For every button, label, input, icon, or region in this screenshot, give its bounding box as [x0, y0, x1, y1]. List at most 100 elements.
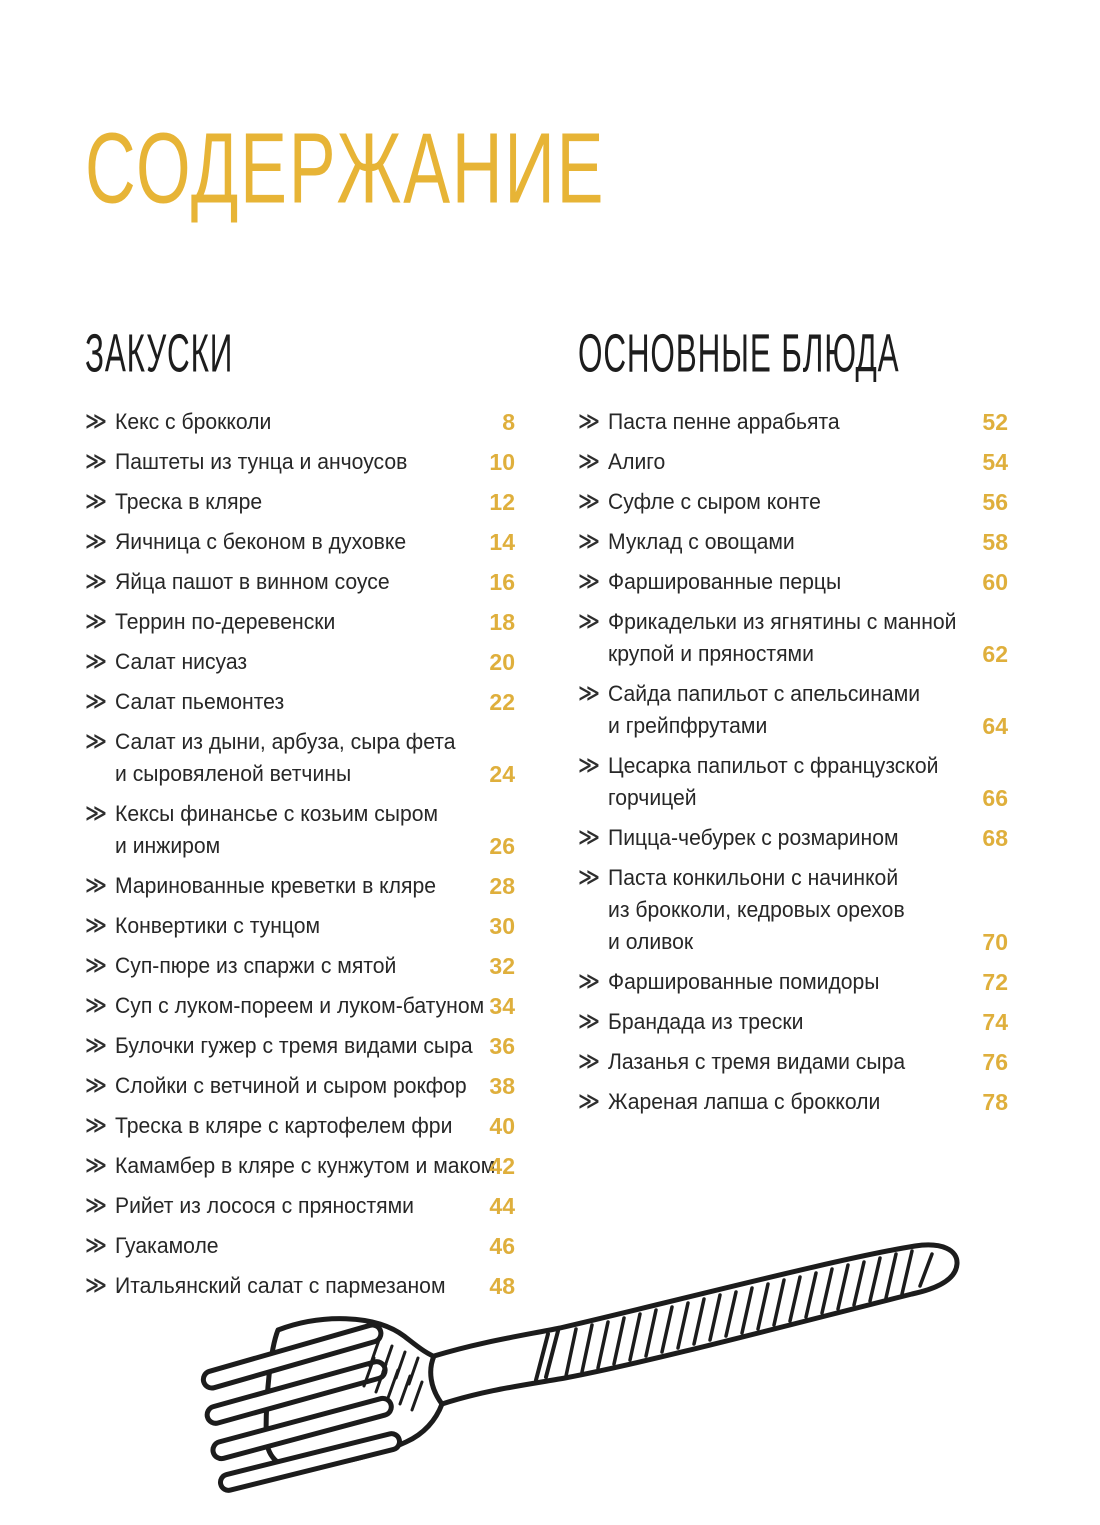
toc-item: ≫ Кексы финансье с козьим сыром и инжиро… [85, 798, 515, 862]
toc-item-title: Яичница с беконом в духовке [115, 529, 407, 554]
chevron-bullet-icon: ≫ [578, 681, 600, 705]
toc-item: ≫ Кекс с брокколи 8 [85, 406, 515, 438]
chevron-bullet-icon: ≫ [85, 1273, 107, 1297]
fork-handle-separator [534, 1329, 560, 1382]
fork-handle [428, 1242, 960, 1407]
toc-item-page-number: 8 [502, 409, 515, 435]
toc-item-page-number: 48 [489, 1273, 515, 1299]
chevron-bullet-icon: ≫ [578, 569, 600, 593]
toc-item-title: Салат пьемонтез [115, 689, 285, 714]
chevron-bullet-icon: ≫ [85, 489, 107, 513]
toc-item-page-number: 30 [489, 913, 515, 939]
section-heading: ЗАКУСКИ [85, 324, 515, 392]
toc-item-title: Паштеты из тунца и анчоусов [115, 449, 408, 474]
column-main-dishes: ОСНОВНЫЕ БЛЮДА ≫ Паста пенне аррабьята 5… [578, 324, 1008, 1310]
toc-item-title: Фаршированные помидоры [608, 969, 880, 994]
toc-item-title: Суп с луком-пореем и луком-батуном [115, 993, 485, 1018]
toc-item: ≫ Террин по-деревенски 18 [85, 606, 515, 638]
toc-item: ≫ Салат нисуаз 20 [85, 646, 515, 678]
toc-item-title: Муклад с овощами [608, 529, 795, 554]
toc-item-title: Треска в кляре с картофелем фри [115, 1113, 453, 1138]
toc-item: ≫ Рийет из лосося с пряностями 44 [85, 1190, 515, 1222]
toc-item: ≫ Брандада из трески 74 [578, 1006, 1008, 1038]
toc-item: ≫ Конвертики с тунцом 30 [85, 910, 515, 942]
toc-item-title: Лазанья с тремя видами сыра [608, 1049, 906, 1074]
chevron-bullet-icon: ≫ [85, 873, 107, 897]
toc-item-title: Фрикадельки из ягнятины с манной крупой … [608, 609, 957, 666]
toc-item: ≫ Треска в кляре 12 [85, 486, 515, 518]
toc-item: ≫ Муклад с овощами 58 [578, 526, 1008, 558]
chevron-bullet-icon: ≫ [85, 953, 107, 977]
toc-item-title: Маринованные креветки в кляре [115, 873, 436, 898]
chevron-bullet-icon: ≫ [85, 1113, 107, 1137]
toc-item: ≫ Булочки гужер с тремя видами сыра 36 [85, 1030, 515, 1062]
chevron-bullet-icon: ≫ [578, 609, 600, 633]
fork-head-hatching [362, 1338, 424, 1412]
toc-item-title: Треска в кляре [115, 489, 263, 514]
toc-item-page-number: 78 [982, 1089, 1008, 1115]
chevron-bullet-icon: ≫ [578, 529, 600, 553]
toc-item-page-number: 38 [489, 1073, 515, 1099]
toc-item-title: Паста пенне аррабьята [608, 409, 840, 434]
toc-item-page-number: 24 [489, 761, 515, 787]
chevron-bullet-icon: ≫ [85, 649, 107, 673]
toc-item: ≫ Жареная лапша с брокколи 78 [578, 1086, 1008, 1118]
chevron-bullet-icon: ≫ [578, 753, 600, 777]
fork-tine [210, 1395, 394, 1462]
toc-item-title: Кекс с брокколи [115, 409, 272, 434]
toc-item-title: Булочки гужер с тремя видами сыра [115, 1033, 473, 1058]
toc-item: ≫ Лазанья с тремя видами сыра 76 [578, 1046, 1008, 1078]
chevron-bullet-icon: ≫ [85, 1193, 107, 1217]
toc-item-title: Камамбер в кляре с кунжутом и маком [115, 1153, 496, 1178]
toc-item: ≫ Яйца пашот в винном соусе 16 [85, 566, 515, 598]
toc-item-page-number: 70 [982, 929, 1008, 955]
toc-item: ≫ Итальянский салат с пармезаном 48 [85, 1270, 515, 1302]
chevron-bullet-icon: ≫ [578, 1049, 600, 1073]
chevron-bullet-icon: ≫ [578, 449, 600, 473]
toc-item-title: Фаршированные перцы [608, 569, 842, 594]
toc-item-title: Конвертики с тунцом [115, 913, 321, 938]
chevron-bullet-icon: ≫ [85, 569, 107, 593]
page-title: СОДЕРЖАНИЕ [85, 118, 663, 218]
toc-item-title: Кексы финансье с козьим сыром и инжиром [115, 801, 439, 858]
toc-item-page-number: 64 [982, 713, 1008, 739]
toc-item-page-number: 44 [489, 1193, 515, 1219]
toc-item-page-number: 40 [489, 1113, 515, 1139]
toc-item-page-number: 16 [489, 569, 515, 595]
toc-item-page-number: 56 [982, 489, 1008, 515]
chevron-bullet-icon: ≫ [85, 409, 107, 433]
toc-item-title: Брандада из трески [608, 1009, 804, 1034]
toc-item-page-number: 62 [982, 641, 1008, 667]
chevron-bullet-icon: ≫ [578, 825, 600, 849]
page-title-text: СОДЕРЖАНИЕ [85, 111, 606, 225]
toc-item-title: Салат нисуаз [115, 649, 248, 674]
chevron-bullet-icon: ≫ [578, 409, 600, 433]
toc-item-title: Паста конкильони с начинкой из брокколи,… [608, 865, 905, 954]
toc-item-title: Салат из дыни, арбуза, сыра фета и сыров… [115, 729, 456, 786]
chevron-bullet-icon: ≫ [578, 489, 600, 513]
chevron-bullet-icon: ≫ [578, 865, 600, 889]
toc-item-title: Цесарка папильот с французской горчицей [608, 753, 939, 810]
toc-item-page-number: 34 [489, 993, 515, 1019]
chevron-bullet-icon: ≫ [85, 729, 107, 753]
toc-item-page-number: 12 [489, 489, 515, 515]
toc-list: ≫ Паста пенне аррабьята 52 ≫ Алиго 54 ≫ … [578, 406, 1008, 1118]
toc-item-page-number: 54 [982, 449, 1008, 475]
toc-item: ≫ Суфле с сыром конте 56 [578, 486, 1008, 518]
chevron-bullet-icon: ≫ [85, 1233, 107, 1257]
chevron-bullet-icon: ≫ [85, 529, 107, 553]
toc-item-title: Итальянский салат с пармезаном [115, 1273, 446, 1298]
toc-item-page-number: 26 [489, 833, 515, 859]
chevron-bullet-icon: ≫ [85, 1033, 107, 1057]
toc-item-page-number: 18 [489, 609, 515, 635]
toc-item-title: Суфле с сыром конте [608, 489, 821, 514]
chevron-bullet-icon: ≫ [85, 689, 107, 713]
toc-item-page-number: 36 [489, 1033, 515, 1059]
chevron-bullet-icon: ≫ [578, 1009, 600, 1033]
toc-item: ≫ Салат пьемонтез 22 [85, 686, 515, 718]
toc-item: ≫ Пицца-чебурек с розмарином 68 [578, 822, 1008, 854]
toc-item-title: Террин по-деревенски [115, 609, 336, 634]
column-appetizers: ЗАКУСКИ ≫ Кекс с брокколи 8 ≫ Паштеты из… [85, 324, 515, 1310]
toc-item-title: Яйца пашот в винном соусе [115, 569, 390, 594]
chevron-bullet-icon: ≫ [85, 609, 107, 633]
